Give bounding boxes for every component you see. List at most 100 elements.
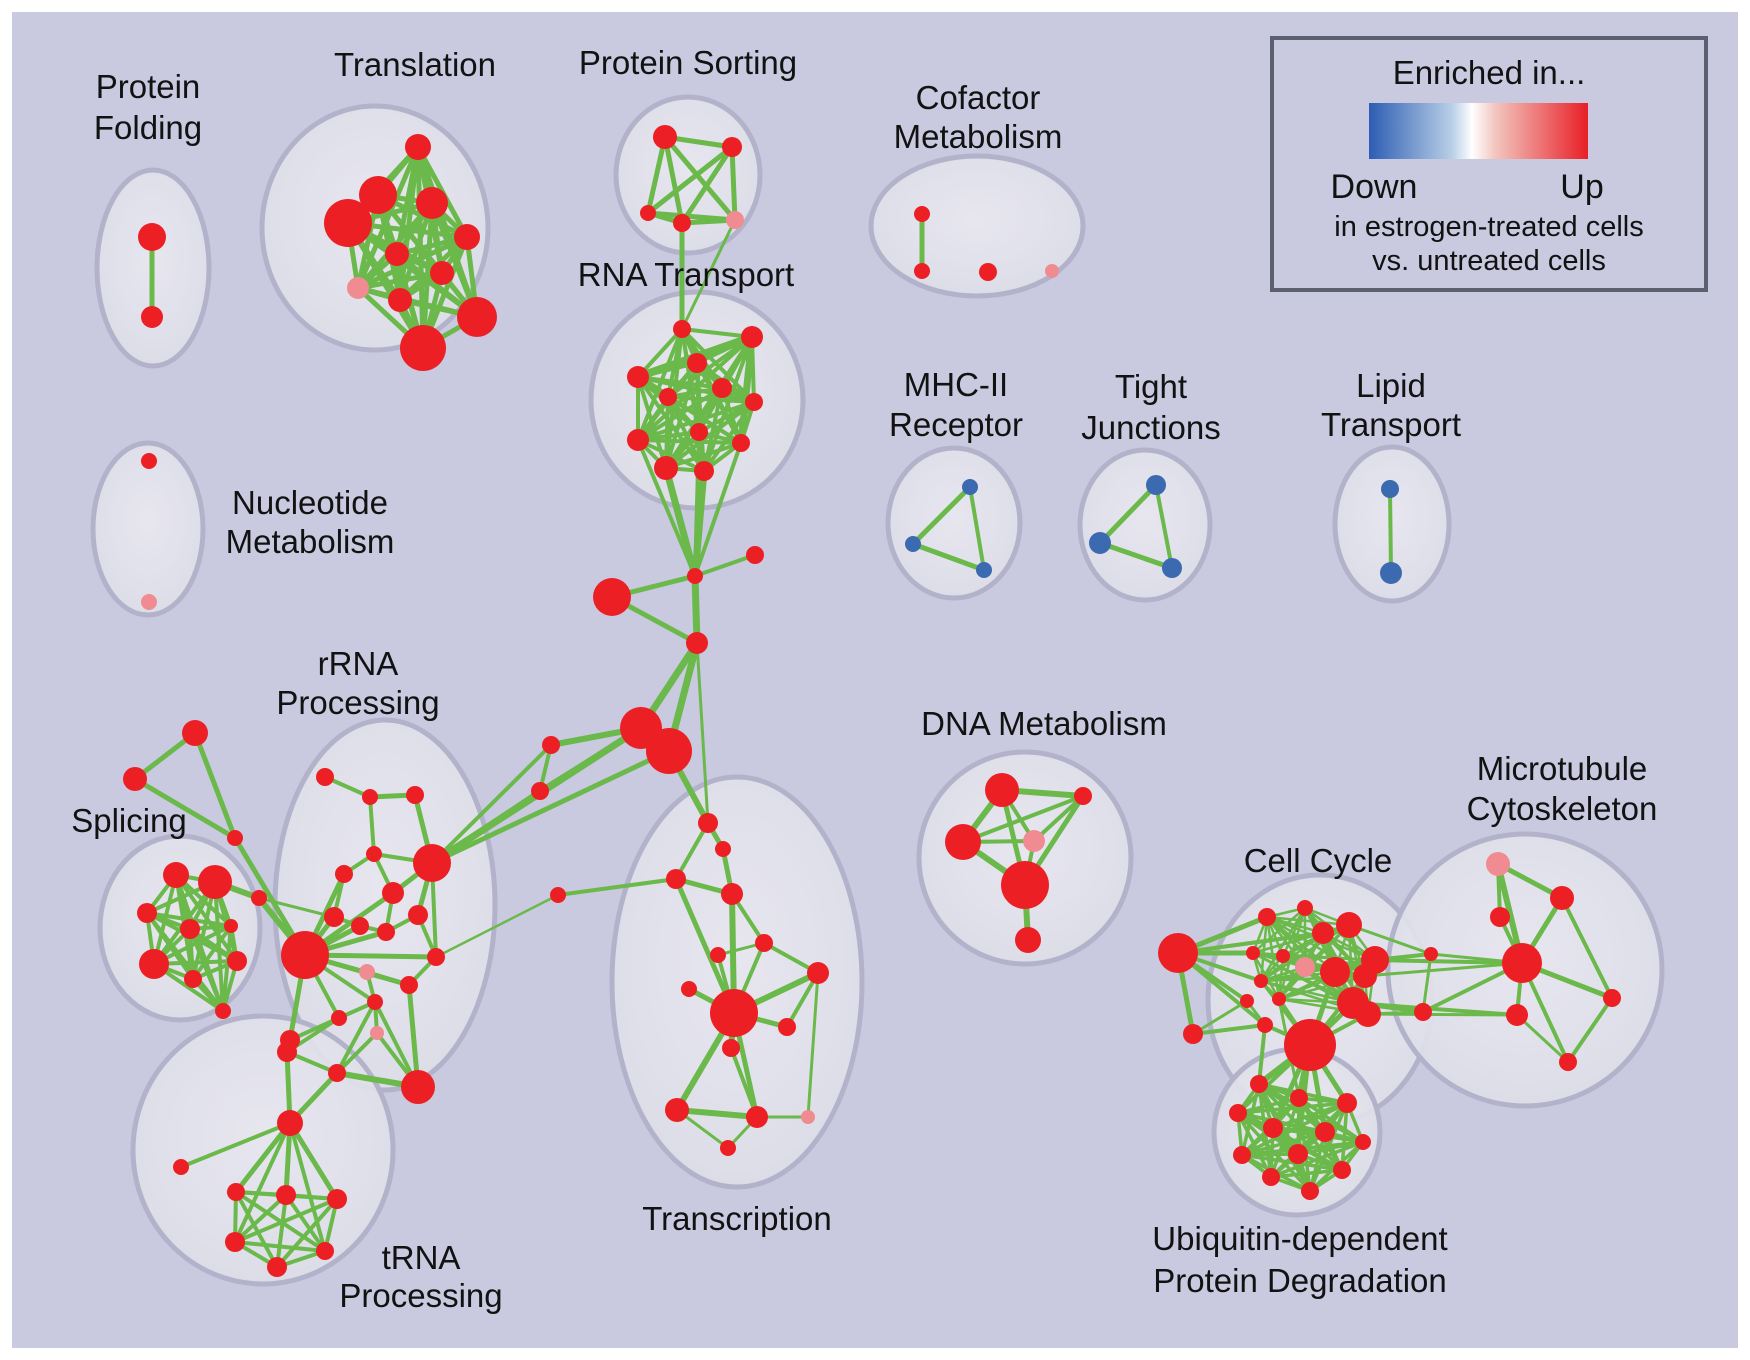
edge-PS1-PS3 xyxy=(645,134,668,216)
node-TN8 xyxy=(327,1189,347,1209)
node-CC17 xyxy=(1284,1019,1336,1071)
node-R3 xyxy=(406,786,424,804)
node-TN4 xyxy=(277,1110,303,1136)
edge-RT5-RT9 xyxy=(636,386,724,442)
node-TR11 xyxy=(722,1039,740,1057)
edge-T7-T8 xyxy=(355,270,445,291)
node-U12 xyxy=(1301,1182,1319,1200)
node-PS2 xyxy=(722,137,742,157)
edge-S5-S9 xyxy=(221,924,233,1013)
node-R17 xyxy=(367,994,383,1010)
node-C2 xyxy=(746,546,764,564)
edge-LT1-LT2 xyxy=(1388,487,1393,575)
node-TN1 xyxy=(277,1042,297,1062)
edge-M5-M6 xyxy=(1421,952,1433,1014)
node-LT2 xyxy=(1380,562,1402,584)
node-S2 xyxy=(198,865,232,899)
edge-TN7-TN11 xyxy=(275,1193,288,1269)
cluster-label-rrna-processing-line1: Processing xyxy=(276,684,439,721)
node-CC0b xyxy=(1183,1024,1203,1044)
node-U5 xyxy=(1263,1118,1283,1138)
cluster-label-splicing-line0: Splicing xyxy=(71,802,187,839)
legend-up-label: Up xyxy=(1560,168,1603,206)
node-MH1 xyxy=(962,479,978,495)
node-RT6 xyxy=(659,388,677,406)
node-CC0 xyxy=(1158,933,1198,973)
node-NM2 xyxy=(141,594,157,610)
node-RT5 xyxy=(712,378,732,398)
node-TR7 xyxy=(807,962,829,984)
node-U3 xyxy=(1337,1093,1357,1113)
node-TN5 xyxy=(173,1159,189,1175)
cluster-label-tight-junctions-line0: Tight xyxy=(1115,368,1187,405)
node-TN2 xyxy=(328,1064,346,1082)
node-U6 xyxy=(1315,1122,1335,1142)
node-M2 xyxy=(1550,886,1574,910)
edge-RT1-RT2 xyxy=(680,327,754,339)
edge-CC4-CC12 xyxy=(1277,923,1351,1001)
cluster-label-ubiquitin-degradation-line0: Ubiquitin-dependent xyxy=(1152,1220,1447,1257)
edge-TR12-TR13 xyxy=(674,1107,760,1120)
node-RT7 xyxy=(745,393,763,411)
legend: Enriched in... Down Up in estrogen-treated … xyxy=(1270,36,1708,292)
edge-MH1-MH2 xyxy=(910,484,973,547)
node-U7 xyxy=(1355,1134,1371,1150)
edge-U6-U8 xyxy=(1240,1130,1327,1157)
edge-TN7-TN10 xyxy=(284,1193,327,1253)
node-TJ1 xyxy=(1146,475,1166,495)
edge-PS1-PS4 xyxy=(662,134,685,226)
node-MH3 xyxy=(976,562,992,578)
node-TN7 xyxy=(276,1185,296,1205)
node-TN9 xyxy=(225,1232,245,1252)
edge-RT11-C1 xyxy=(662,464,699,580)
node-C1 xyxy=(687,568,703,584)
node-TR15 xyxy=(720,1140,736,1156)
cluster-label-mhc-ii-receptor-line0: MHC-II xyxy=(904,366,1008,403)
node-R15 xyxy=(400,976,418,994)
edge-RT10-RT11 xyxy=(664,441,743,470)
legend-down-label: Down xyxy=(1331,168,1418,206)
node-RT8 xyxy=(690,423,708,441)
edge-R8-R9 xyxy=(257,896,336,919)
edge-T1-T8 xyxy=(355,144,421,291)
node-S3 xyxy=(137,903,157,923)
node-X2 xyxy=(123,767,147,791)
edge-RT4-RT12 xyxy=(636,375,706,473)
edge-CC2-CC5 xyxy=(1251,906,1307,955)
edge-U8-U10 xyxy=(1240,1153,1344,1172)
edge-CC4-M5 xyxy=(1347,923,1433,956)
node-D6 xyxy=(1015,927,1041,953)
edge-PS2-PS5 xyxy=(729,144,738,223)
node-TR12 xyxy=(665,1098,689,1122)
node-M11 xyxy=(1559,1053,1577,1071)
cluster-ellipses xyxy=(90,94,1665,1287)
node-S7 xyxy=(184,970,202,988)
node-D4 xyxy=(1023,830,1045,852)
node-TR1 xyxy=(698,813,718,833)
cluster-label-nucleotide-metabolism-line0: Nucleotide xyxy=(232,484,388,521)
cluster-label-dna-metabolism-line0: DNA Metabolism xyxy=(921,705,1167,742)
node-U8 xyxy=(1233,1146,1251,1164)
node-CF2 xyxy=(914,263,930,279)
node-TN11 xyxy=(267,1257,287,1277)
node-R12 xyxy=(408,905,428,925)
node-S1 xyxy=(163,862,189,888)
cluster-label-nucleotide-metabolism-line1: Metabolism xyxy=(226,523,395,560)
edge-CC2-CC12 xyxy=(1277,906,1307,1001)
node-RT3 xyxy=(687,353,707,373)
edge-T3-T10 xyxy=(429,200,480,320)
cluster-label-translation-line0: Translation xyxy=(334,46,496,83)
edge-RT10-C1 xyxy=(693,441,743,578)
node-NM1 xyxy=(141,453,157,469)
node-R7 xyxy=(382,882,404,904)
node-CC2 xyxy=(1297,900,1313,916)
edge-TJ1-TJ3 xyxy=(1154,483,1174,570)
edge-R15-R21 xyxy=(406,982,421,1090)
node-R13 xyxy=(281,931,329,979)
node-C5 xyxy=(542,736,560,754)
cluster-label-rrna-processing-line0: rRNA xyxy=(318,645,399,682)
cluster-label-microtubule-cytoskeleton-line1: Cytoskeleton xyxy=(1467,790,1658,827)
edge-X2-X3 xyxy=(132,776,238,841)
cluster-label-trna-processing-line0: tRNA xyxy=(382,1239,461,1276)
node-T1 xyxy=(405,134,431,160)
